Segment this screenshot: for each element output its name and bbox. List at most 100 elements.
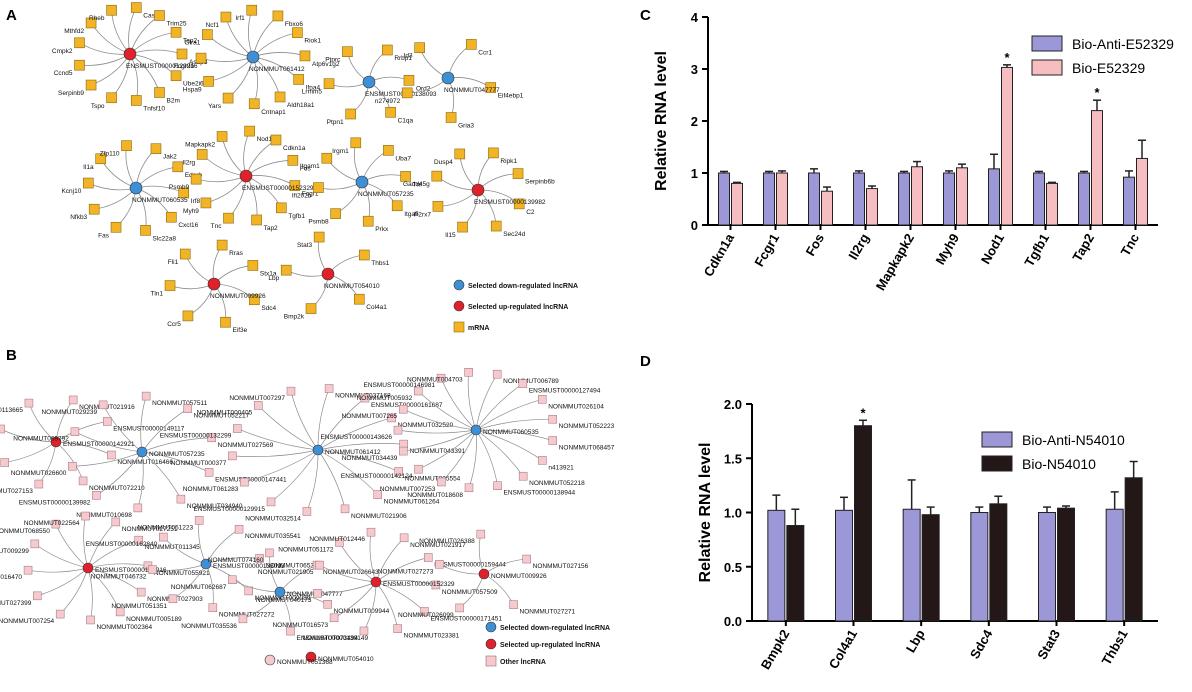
mrna-node-label: Itgam1 (300, 163, 320, 170)
mrna-node (400, 171, 411, 182)
other-lncrna-node (194, 516, 204, 525)
network-edge (205, 175, 247, 204)
other-lncrna-node (266, 497, 276, 507)
network-edge (475, 429, 524, 477)
mrna-node-label: Ube2i6 (183, 81, 204, 88)
lncrna-hub-node (136, 446, 148, 458)
x-tick-label: Tgfb1 (1021, 231, 1052, 269)
chart-d: 0.0 0.5 1.0 1.5 2.0 Relative RNA level Bmpk2 Co… (697, 397, 1158, 672)
mrna-node-label: Nod1 (257, 136, 273, 143)
lncrna-hub-node (362, 75, 376, 89)
other-lncrna-label: NONMMUT021905 (258, 569, 314, 576)
mrna-node-label: Lrrfim5 (302, 89, 323, 96)
bar (763, 172, 775, 226)
mrna-node (292, 27, 303, 38)
network-edge (169, 283, 215, 290)
network-edge (257, 405, 319, 451)
panel-letter-a: A (6, 7, 17, 24)
mrna-node-label: Psmb8 (308, 219, 329, 226)
mrna-node (445, 112, 457, 123)
mrna-node (106, 4, 117, 16)
other-lncrna-node (183, 404, 192, 413)
mrna-node (220, 11, 232, 23)
other-lncrna-node (420, 607, 429, 616)
y-tick-label: 3 (691, 62, 698, 77)
lncrna-hub-label: ENSMUST00000138093 (213, 563, 285, 570)
mrna-node (272, 10, 284, 22)
network-edge (27, 567, 89, 573)
other-lncrna-label: NONMMUT052218 (529, 480, 585, 487)
significance-marker: * (1004, 50, 1010, 65)
other-lncrna-label: NONMMUT009944 (334, 608, 390, 615)
other-lncrna-node (548, 436, 557, 445)
other-lncrna-label: NONMMUT007253 (380, 486, 436, 493)
mrna-node (383, 145, 394, 156)
bar (776, 172, 788, 226)
lncrna-hub-label: NONMMUT009926 (210, 293, 266, 300)
network-edge (286, 269, 329, 277)
network-a: Asap3Ube2i6B2mTnfsf10TspoSerpinb9Ccnd5Cm… (52, 2, 555, 334)
other-lncrna-node (340, 504, 350, 514)
lncrna-hub-label: NONMMUT061412 (325, 449, 381, 456)
other-lncrna-label: NONMMUT007254 (0, 618, 55, 625)
network-edge (129, 53, 139, 101)
other-lncrna-node (366, 527, 376, 537)
mrna-node-label: Tnc (211, 223, 223, 230)
mrna-node-label: B2m (167, 98, 180, 105)
other-lncrna-label: NONMMUT004703 (407, 376, 463, 383)
mrna-node (330, 208, 341, 219)
mrna-node-label: Ifi202b (292, 193, 312, 200)
lncrna-hub-node (264, 654, 276, 666)
mrna-node (313, 231, 325, 243)
mrna-node-label: Psmb9 (169, 184, 190, 191)
other-lncrna-node (81, 511, 90, 521)
other-lncrna-node (240, 477, 249, 487)
mrna-node (85, 17, 97, 29)
bar (989, 503, 1008, 622)
panel-letter-d: D (640, 353, 651, 370)
mrna-node (353, 293, 365, 305)
x-tick-label: Il2rg (845, 231, 872, 262)
other-lncrna-label: n413921 (548, 464, 574, 471)
mrna-node (154, 87, 165, 98)
lncrna-hub-node (207, 277, 221, 291)
other-lncrna-node (414, 464, 423, 474)
mrna-node-label: Ifna4 (306, 84, 321, 91)
other-lncrna-node (394, 467, 403, 476)
network-edge (129, 49, 183, 55)
mrna-node (293, 74, 304, 85)
network-edge (247, 10, 254, 58)
mrna-node (431, 170, 443, 182)
legend-label: Bio-Anti-N54010 (1022, 432, 1125, 448)
other-lncrna-label: ENSMUST00000143626 (320, 434, 392, 441)
other-lncrna-node (255, 554, 264, 563)
other-lncrna-node (359, 626, 369, 636)
other-lncrna-node (207, 433, 216, 443)
bar (911, 166, 923, 226)
network-edge (467, 372, 477, 431)
mrna-node (74, 37, 85, 49)
other-lncrna-label: NONMMUT072210 (89, 485, 145, 492)
lncrna-hub-label: ENSMUST00000152329 (242, 185, 314, 192)
mrna-node (130, 95, 142, 106)
y-tick-label: 4 (691, 10, 699, 25)
other-lncrna-node (234, 524, 244, 534)
mrna-node-label: Ccnd5 (54, 70, 73, 77)
network-edge (477, 173, 519, 191)
lncrna-hub-node (471, 183, 485, 197)
other-lncrna-node (33, 591, 42, 601)
mrna-node-label: Cdkn1a (283, 145, 306, 152)
bar (718, 172, 730, 226)
other-lncrna-node (78, 476, 88, 486)
mrna-node (216, 131, 228, 142)
mrna-node-label: C1qa (398, 117, 414, 124)
mrna-node (140, 225, 151, 236)
other-lncrna-node (413, 386, 423, 396)
other-lncrna-label: NONMMUT005932 (357, 395, 413, 402)
mrna-node (432, 201, 444, 212)
lncrna-hub-label: NONMMUT057235 (149, 451, 205, 458)
other-lncrna-node (315, 560, 324, 570)
y-tick-label: 2.0 (724, 397, 742, 412)
mrna-node (150, 143, 162, 155)
